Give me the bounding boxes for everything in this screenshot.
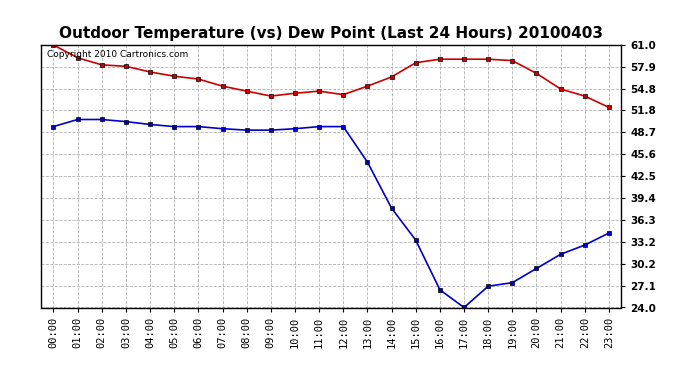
Text: Copyright 2010 Cartronics.com: Copyright 2010 Cartronics.com xyxy=(47,50,188,59)
Title: Outdoor Temperature (vs) Dew Point (Last 24 Hours) 20100403: Outdoor Temperature (vs) Dew Point (Last… xyxy=(59,26,603,41)
